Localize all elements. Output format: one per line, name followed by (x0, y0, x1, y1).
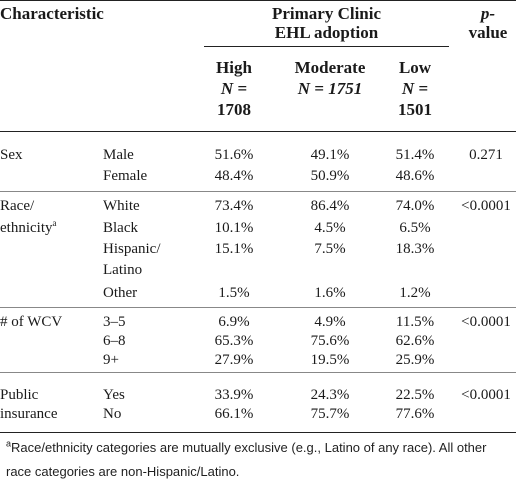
cell-high: 1.5% (218, 285, 250, 301)
cell-low: 62.6% (395, 333, 435, 349)
sex-pvalue: 0.271 (469, 147, 503, 163)
cell-high: 66.1% (214, 406, 254, 422)
cell-low: 77.6% (395, 406, 435, 422)
cell-moderate: 7.5% (314, 241, 346, 257)
cell-moderate: 75.6% (310, 333, 350, 349)
cell-low: 1.2% (399, 285, 431, 301)
row-category: Black (103, 220, 138, 236)
wcv-label: # of WCV (0, 314, 63, 330)
section-divider-rule (0, 191, 516, 192)
low-header-n-line: N = (401, 79, 429, 98)
cell-high: 33.9% (214, 387, 254, 403)
wcv-pvalue: <0.0001 (461, 314, 511, 330)
cell-moderate: 75.7% (310, 406, 350, 422)
race-pvalue: <0.0001 (461, 198, 511, 214)
row-category: White (103, 198, 140, 214)
high-header-name: High (216, 58, 252, 77)
cell-high: 10.1% (214, 220, 254, 236)
cell-moderate: 19.5% (310, 352, 350, 368)
cell-moderate: 4.5% (314, 220, 346, 236)
cell-moderate: 50.9% (310, 168, 350, 184)
cell-low: 48.6% (395, 168, 435, 184)
row-category: 3–5 (103, 314, 126, 330)
cell-high: 15.1% (214, 241, 254, 257)
low-header-n: 1501 (398, 100, 432, 119)
pvalue-header-line1: p- (480, 4, 496, 23)
row-category: Hispanic/ (103, 241, 161, 257)
cell-low: 6.5% (399, 220, 431, 236)
row-category: Yes (103, 387, 125, 403)
characteristic-header: Characteristic (0, 4, 104, 23)
moderate-header-n-line: N = 1751 (297, 79, 363, 98)
row-category-line2: Latino (103, 262, 143, 278)
race-label-line1: Race/ (0, 198, 35, 214)
high-header-n-line: N = (220, 79, 248, 98)
race-label-line2: ethnicitya (0, 218, 57, 238)
low-header-name: Low (398, 58, 432, 77)
row-category: 9+ (103, 352, 119, 368)
section-divider-rule (0, 372, 516, 373)
pvalue-header-line2: value (468, 23, 508, 42)
group-header-rule (204, 46, 449, 47)
row-category: 6–8 (103, 333, 126, 349)
cell-high: 51.6% (214, 147, 254, 163)
table-footnote: aRace/ethnicity categories are mutually … (6, 436, 512, 484)
cell-high: 6.9% (218, 314, 250, 330)
cell-high: 65.3% (214, 333, 254, 349)
cell-low: 22.5% (395, 387, 435, 403)
insurance-label-line1: Public (0, 387, 39, 403)
row-category: No (103, 406, 122, 422)
cell-moderate: 49.1% (310, 147, 350, 163)
cell-low: 51.4% (395, 147, 435, 163)
cell-high: 73.4% (214, 198, 254, 214)
cell-high: 27.9% (214, 352, 254, 368)
row-category: Other (103, 285, 138, 301)
group-title-line2: EHL adoption (274, 23, 379, 42)
cell-moderate: 4.9% (314, 314, 346, 330)
cell-high: 48.4% (214, 168, 254, 184)
header-bottom-rule (0, 131, 516, 132)
race-footnote-marker: a (52, 218, 57, 228)
moderate-header-name: Moderate (294, 58, 366, 77)
cell-low: 18.3% (395, 241, 435, 257)
table-bottom-rule (0, 432, 516, 433)
cell-low: 74.0% (395, 198, 435, 214)
insurance-pvalue: <0.0001 (461, 387, 511, 403)
cell-moderate: 24.3% (310, 387, 350, 403)
table-top-rule (0, 0, 516, 1)
insurance-label-line2: insurance (0, 406, 58, 422)
footnote-text: Race/ethnicity categories are mutually e… (6, 440, 487, 479)
group-title-line1: Primary Clinic (271, 4, 382, 23)
section-divider-rule (0, 307, 516, 308)
cell-moderate: 1.6% (314, 285, 346, 301)
race-label-text: ethnicity (0, 220, 53, 236)
row-category: Male (103, 147, 134, 163)
footnote-marker: a (6, 438, 12, 449)
cell-low: 11.5% (395, 314, 435, 330)
row-category: Female (103, 168, 148, 184)
cell-low: 25.9% (395, 352, 435, 368)
sex-label: Sex (0, 147, 23, 163)
cell-moderate: 86.4% (310, 198, 350, 214)
high-header-n: 1708 (217, 100, 251, 119)
